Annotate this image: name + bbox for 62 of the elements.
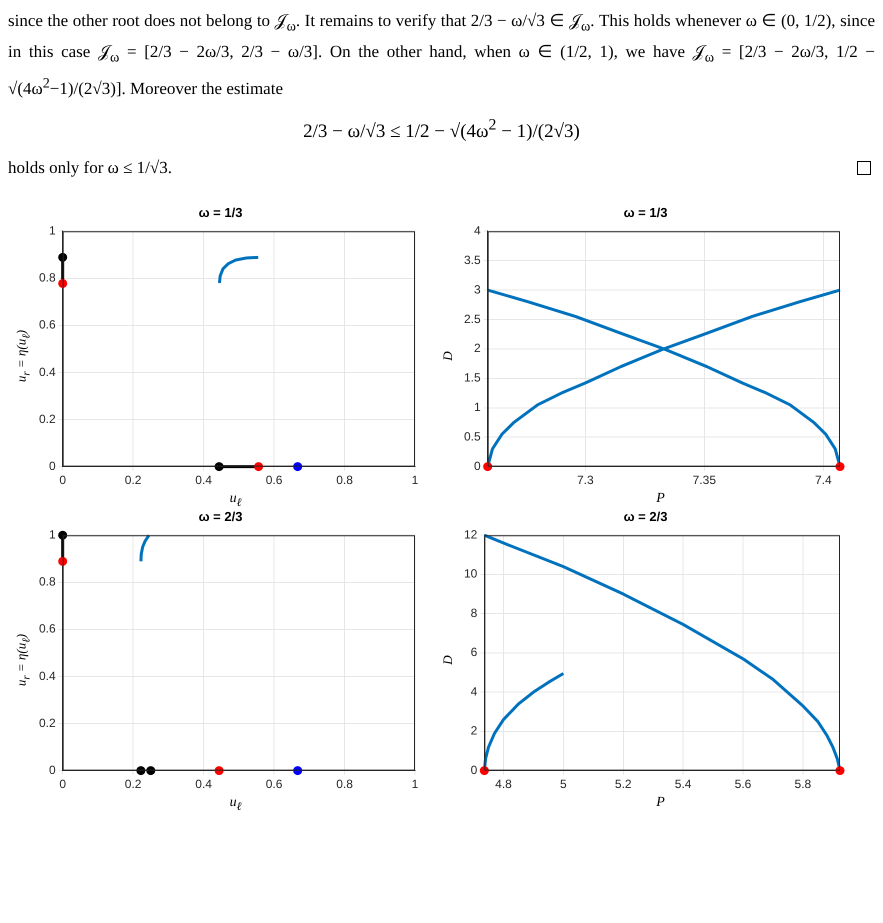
y-tick-label: 0 (48, 762, 56, 777)
x-tick-label: 0.6 (266, 472, 283, 487)
y-tick-label: 0.8 (38, 574, 56, 588)
x-tick-label: 1 (412, 776, 419, 791)
x-tick-label: 0.4 (195, 472, 212, 487)
text: since the other root does not belong to 𝒥$_{ω}$. It remains to verify that 2/3 − ω/√3 ∈ 𝒥$_{ω}$. This holds whenever ω ∈ (0, 1/2), since in this case 𝒥$_{ω}$ = [2/3 − 2ω/3, 2/3 − ω/3]. On the other hand, when ω ∈ (1/2, 1), we have 𝒥$_{ω}$ = [2/3 − 2ω/3, 1/2 − √(4ω$^{2}$−1)/(2√3)]. Moreover the estimate (8, 11, 875, 98)
x-tick-label: 7.3 (576, 472, 594, 487)
y-tick-label: 12 (464, 527, 478, 542)
chart-title: ω = 1/3 (198, 204, 242, 221)
y-tick-label: 0 (470, 762, 478, 777)
y-tick-label: 0.6 (38, 317, 56, 332)
y-tick-label: 3 (474, 282, 481, 296)
y-tick-label: 0 (48, 458, 56, 473)
y-tick-label: 10 (464, 566, 478, 581)
x-tick-label: 5.4 (674, 776, 692, 791)
x-tick-label: 0.2 (124, 776, 142, 791)
x-axis-title: P (655, 490, 665, 508)
x-tick-label: 0.4 (195, 776, 212, 791)
y-tick-label: 4 (474, 223, 481, 238)
chart-title: ω = 2/3 (624, 508, 668, 525)
text: holds only for ω ≤ 1/√3. (8, 158, 172, 177)
y-tick-label: 2.5 (464, 312, 481, 326)
x-tick-label: 5 (560, 776, 568, 791)
x-tick-label: 0.2 (124, 472, 142, 487)
x-tick-label: 5.6 (734, 776, 752, 791)
y-tick-label: 0.4 (38, 668, 56, 683)
x-tick-label: 7.4 (814, 472, 832, 487)
y-tick-label: 1 (474, 400, 481, 414)
x-axis-title: u$_{ℓ}$ (228, 794, 242, 813)
y-tick-label: 0.4 (38, 364, 56, 379)
x-axis-title: u$_{ℓ}$ (228, 490, 242, 509)
y-tick-label: 6 (470, 644, 478, 659)
x-tick-label: 0 (59, 472, 66, 487)
text: 2/3 − ω/√3 ≤ 1/2 − √(4ω$^{2}$ − 1)/(2√3) (303, 116, 580, 142)
x-tick-label: 0.8 (336, 776, 354, 791)
y-tick-label: 0.8 (38, 270, 56, 284)
y-axis-title: D (440, 655, 456, 664)
chart-title: ω = 1/3 (624, 204, 668, 221)
y-tick-label: 4 (470, 684, 478, 698)
y-tick-label: 8 (470, 606, 478, 620)
y-tick-label: 2 (470, 723, 478, 738)
x-tick-label: 0.6 (266, 776, 283, 791)
y-axis-title: D (440, 351, 456, 360)
x-tick-label: 1 (412, 472, 419, 487)
chart-title: ω = 2/3 (198, 508, 242, 525)
y-tick-label: 3.5 (464, 252, 481, 267)
x-tick-label: 5.2 (614, 776, 632, 791)
x-tick-label: 4.8 (495, 776, 512, 791)
x-axis-title: P (655, 794, 665, 812)
y-tick-label: 0.2 (38, 412, 56, 426)
y-tick-label: 0.6 (38, 621, 56, 636)
y-tick-label: 1 (48, 223, 56, 238)
y-tick-label: 0.5 (464, 429, 481, 444)
x-tick-label: 0.8 (336, 472, 354, 487)
y-tick-label: 1.5 (464, 370, 481, 384)
y-tick-label: 2 (474, 340, 481, 355)
y-tick-label: 0 (474, 458, 481, 473)
y-tick-label: 0.2 (38, 716, 56, 730)
x-tick-label: 7.35 (692, 472, 716, 487)
x-tick-label: 0 (59, 776, 66, 791)
x-tick-label: 5.8 (794, 776, 812, 791)
y-tick-label: 1 (48, 527, 56, 542)
